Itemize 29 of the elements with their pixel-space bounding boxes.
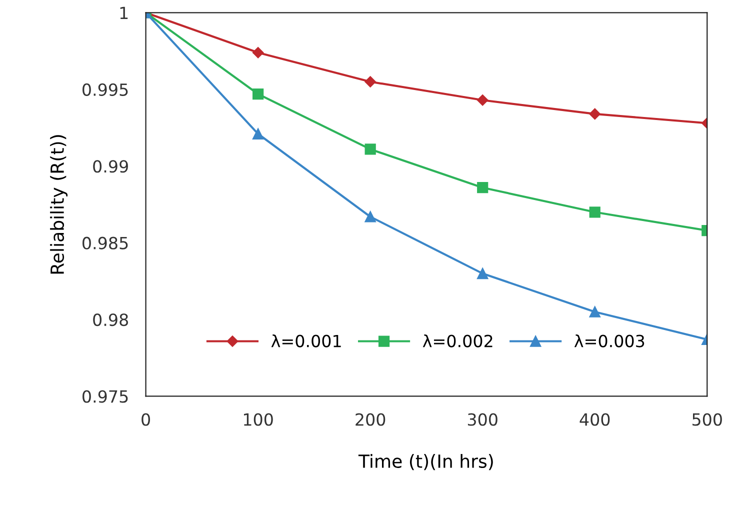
- point: [476, 94, 488, 106]
- y-tick-label: 0.975: [82, 390, 128, 403]
- y-tick-label: 0.99: [93, 160, 128, 173]
- legend-label: λ=0.002: [422, 334, 492, 348]
- x-axis-title: Time (t)(In hrs): [358, 454, 493, 470]
- point: [364, 76, 376, 88]
- point: [589, 206, 600, 218]
- y-axis-title: Reliability (R(t)): [50, 135, 68, 274]
- legend-label: λ=0.003: [574, 334, 644, 348]
- x-tick-label: 400: [580, 413, 610, 426]
- point: [589, 108, 600, 120]
- point: [252, 128, 264, 140]
- y-tick-label: 1: [120, 6, 128, 20]
- x-tick-label: 200: [356, 413, 386, 426]
- y-tick-label: 0.995: [82, 83, 128, 96]
- y-tick-label: 0.98: [93, 313, 128, 326]
- x-tick-label: 300: [468, 413, 498, 426]
- x-tick-label: 500: [692, 413, 722, 426]
- point: [589, 306, 600, 318]
- point: [364, 211, 376, 222]
- y-tick-label: 0.985: [82, 236, 128, 250]
- point: [477, 182, 488, 194]
- x-tick-label: 100: [244, 413, 273, 426]
- point: [252, 46, 264, 58]
- x-tick-label: 0: [142, 413, 150, 426]
- point: [252, 88, 264, 100]
- point: [477, 268, 488, 280]
- point: [364, 144, 376, 155]
- legend-label: λ=0.001: [271, 334, 341, 348]
